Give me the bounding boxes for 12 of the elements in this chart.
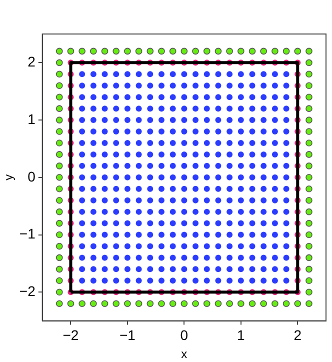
x-tick-label: 1 xyxy=(237,327,246,344)
x-tick-label: 0 xyxy=(180,327,188,344)
y-tick-label: 0 xyxy=(28,168,36,184)
x-axis-title: x xyxy=(181,347,188,362)
x-tick-label: −1 xyxy=(119,327,136,344)
x-tick-label: 2 xyxy=(294,327,302,344)
y-axis-title: y xyxy=(2,174,16,180)
y-tick-label: 2 xyxy=(28,54,36,70)
y-tick-label: 1 xyxy=(28,110,36,127)
y-tick-label: −1 xyxy=(19,226,36,242)
y-tick-label: −2 xyxy=(19,282,36,299)
x-tick-label: −2 xyxy=(62,327,79,344)
